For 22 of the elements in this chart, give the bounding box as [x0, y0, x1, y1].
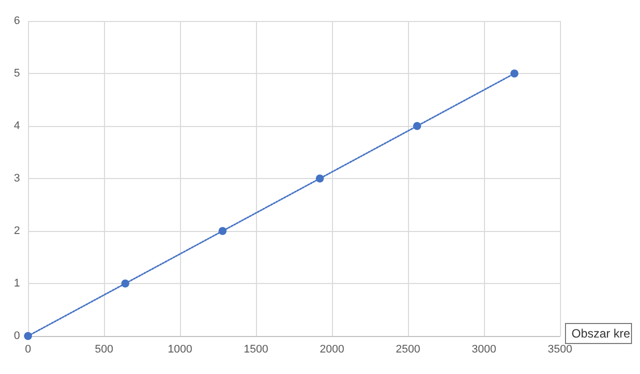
x-tick-label: 2500: [396, 344, 420, 356]
y-tick-label: 2: [14, 225, 20, 237]
y-tick-label: 4: [14, 120, 20, 132]
point: [413, 122, 422, 130]
x-tick-label: 1000: [168, 344, 192, 356]
text: Obszar kre: [572, 326, 631, 340]
point: [24, 332, 32, 340]
point: [316, 174, 324, 182]
y-tick-label: 5: [14, 68, 20, 80]
x-tick-label: 3000: [472, 344, 496, 356]
y-tick-label: 0: [14, 330, 20, 342]
y-tick-label: 1: [14, 278, 20, 290]
x-tick-label: 2000: [320, 344, 344, 356]
y-tick-label: 6: [14, 15, 20, 27]
x-tick-label: 500: [94, 344, 114, 356]
point: [510, 70, 518, 78]
x-tick-label: 0: [24, 344, 32, 356]
x-tick-label: 1500: [244, 344, 268, 356]
point: [121, 280, 130, 288]
y-tick-label: 3: [14, 172, 20, 184]
x-tick-label: 3500: [548, 344, 572, 356]
point: [218, 227, 227, 235]
